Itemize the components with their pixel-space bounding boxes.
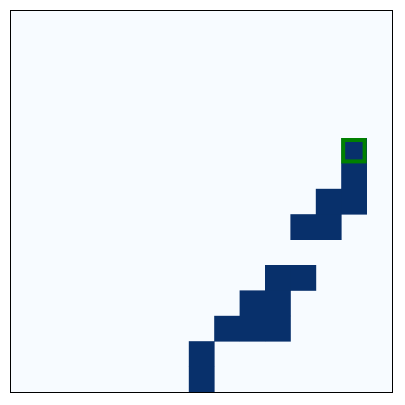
filled-cell[interactable] <box>239 290 266 317</box>
filled-cell[interactable] <box>188 341 215 367</box>
filled-cell[interactable] <box>239 315 266 342</box>
filled-cell[interactable] <box>341 163 367 190</box>
filled-cell[interactable] <box>214 315 240 342</box>
filled-cell[interactable] <box>315 214 342 240</box>
filled-cell[interactable] <box>341 188 367 215</box>
grid-canvas <box>11 11 392 392</box>
game-board[interactable] <box>10 10 393 393</box>
filled-cell[interactable] <box>315 188 342 215</box>
filled-cell[interactable] <box>265 290 291 317</box>
filled-cell[interactable] <box>290 265 317 291</box>
filled-cell[interactable] <box>290 214 317 240</box>
filled-cell[interactable] <box>265 315 291 342</box>
filled-cell[interactable] <box>265 265 291 291</box>
selected-cell-highlight <box>341 138 367 164</box>
filled-cell[interactable] <box>188 366 215 392</box>
